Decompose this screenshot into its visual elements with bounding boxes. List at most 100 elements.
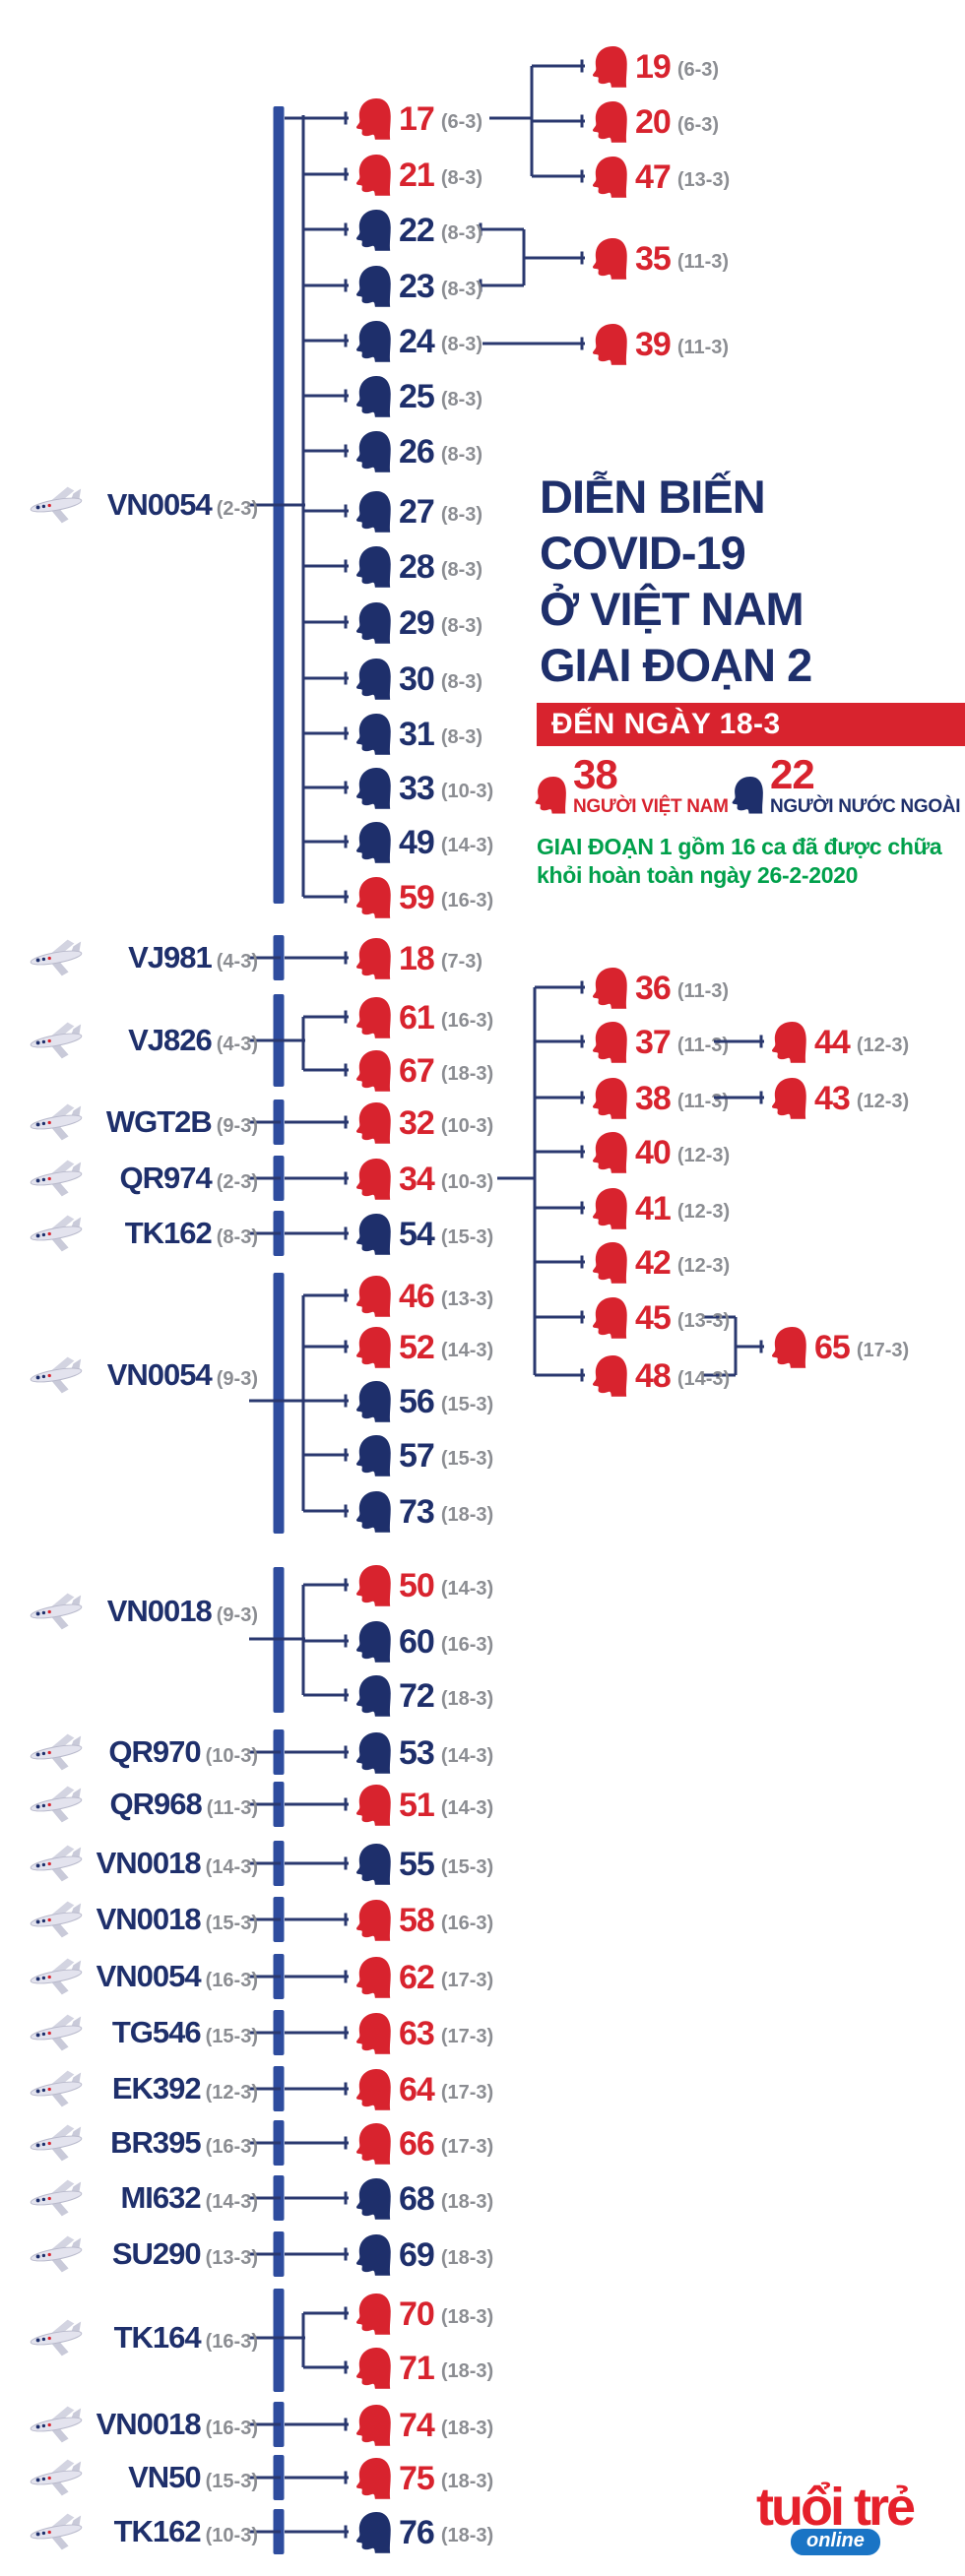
case-node-18: 18 (7-3): [353, 936, 482, 979]
flight-feed-line: [249, 2336, 305, 2340]
case-stub-line: [285, 116, 349, 120]
case-node-43: 43 (12-3): [768, 1076, 909, 1119]
case-date: (15-3): [440, 1447, 494, 1470]
person-icon: [353, 1898, 392, 1941]
connector-tick: [580, 1310, 584, 1324]
case-date: (6-3): [440, 110, 483, 133]
case-date: (15-3): [440, 1393, 494, 1415]
case-date: (13-3): [440, 1288, 494, 1310]
bracket-line: [480, 227, 524, 231]
flight-row-VN0054: VN0054 (2-3): [26, 483, 258, 527]
person-icon: [353, 766, 392, 809]
connector-tick: [344, 1504, 348, 1518]
case-date: (17-3): [440, 2135, 494, 2158]
case-number: 22: [399, 212, 435, 249]
flight-row-TG546: TG546 (15-3): [26, 2011, 258, 2054]
case-number: 62: [399, 1959, 435, 1996]
flight-branch-line: [301, 1295, 305, 1511]
case-date: (15-3): [440, 1225, 494, 1248]
case-date: (18-3): [440, 2246, 494, 2269]
person-icon: [353, 489, 392, 533]
case-stub-line: [303, 1639, 349, 1643]
flight-code: TK164: [113, 2320, 202, 2355]
case-node-57: 57 (15-3): [353, 1433, 493, 1476]
case-number: 30: [399, 660, 435, 698]
case-number: 52: [399, 1329, 435, 1366]
case-date: (16-3): [440, 1633, 494, 1656]
case-date: (8-3): [440, 614, 483, 637]
case-stub-line: [285, 1231, 349, 1235]
flight-label: TK162 (10-3): [114, 2514, 258, 2549]
connector-tick: [344, 615, 348, 629]
flight-code: VN0054: [106, 1357, 213, 1392]
plane-icon: [26, 2403, 87, 2446]
case-number: 21: [399, 157, 435, 194]
case-date: (12-3): [676, 1254, 731, 1277]
case-date: (6-3): [676, 113, 720, 136]
phase1-note: GIAI ĐOẠN 1 gồm 16 ca đã được chữa khỏi …: [537, 833, 965, 890]
case-stub-line: [285, 2087, 349, 2091]
title-block: DIỄN BIẾN COVID-19 Ở VIỆT NAM GIAI ĐOẠN …: [540, 469, 812, 693]
connector-tick: [344, 1913, 348, 1926]
case-node-30: 30 (8-3): [353, 657, 482, 700]
connector-tick: [580, 114, 584, 128]
flight-label: VN50 (15-3): [128, 2460, 258, 2495]
case-node-62: 62 (17-3): [353, 1955, 493, 1998]
flight-feed-line: [249, 1975, 281, 1979]
case-number: 55: [399, 1846, 435, 1883]
connector-tick: [344, 2191, 348, 2205]
bracket-line: [497, 1176, 535, 1180]
case-node-17: 17 (6-3): [353, 96, 482, 140]
connector-tick: [344, 1171, 348, 1185]
flight-bar: [273, 1273, 285, 1534]
flight-branch-line: [301, 2313, 305, 2367]
flight-code: VN0018: [96, 1846, 202, 1880]
page-title-line-2: COVID-19: [540, 527, 746, 579]
flight-label: TK164 (16-3): [114, 2320, 258, 2356]
flight-code: TG546: [111, 2015, 202, 2049]
flight-date: (9-3): [216, 1604, 258, 1626]
case-date: (8-3): [440, 388, 483, 410]
person-icon: [589, 966, 628, 1009]
case-date: (18-3): [440, 2470, 494, 2492]
person-icon: [353, 1325, 392, 1368]
case-number: 59: [399, 879, 435, 916]
case-number: 66: [399, 2125, 435, 2163]
flight-code: QR974: [119, 1161, 213, 1195]
flight-date: (14-3): [205, 1856, 258, 1878]
case-node-27: 27 (8-3): [353, 489, 482, 533]
case-number: 63: [399, 2015, 435, 2052]
flight-date: (16-3): [205, 2418, 258, 2439]
person-icon: [589, 322, 628, 365]
flight-row-QR974: QR974 (2-3): [26, 1157, 258, 1200]
tuoitre-logo: tuổi trẻ online: [756, 2481, 963, 2569]
case-number: 67: [399, 1052, 435, 1090]
case-stub-line: [303, 1399, 349, 1403]
case-node-61: 61 (16-3): [353, 995, 493, 1038]
case-date: (8-3): [440, 278, 483, 300]
case-number: 49: [399, 824, 435, 861]
connector-tick: [580, 980, 584, 994]
case-number: 47: [635, 158, 672, 196]
person-icon: [353, 1274, 392, 1317]
case-stub-line: [535, 1150, 585, 1154]
plane-icon: [26, 1100, 87, 1144]
flight-date: (2-3): [216, 498, 258, 520]
case-node-40: 40 (12-3): [589, 1130, 730, 1173]
case-date: (14-3): [440, 834, 494, 856]
person-icon: [353, 1619, 392, 1663]
case-date: (16-3): [440, 1009, 494, 1032]
flight-label: SU290 (13-3): [112, 2236, 258, 2272]
flight-label: VN0018 (9-3): [107, 1594, 258, 1629]
flight-row-TK162: TK162 (10-3): [26, 2510, 258, 2553]
flight-date: (11-3): [206, 1797, 258, 1819]
case-stub-line: [532, 119, 585, 123]
plane-icon: [26, 1955, 87, 1998]
case-date: (14-3): [676, 1367, 731, 1390]
flight-code: VN50: [128, 2460, 202, 2494]
case-stub-line: [285, 2031, 349, 2035]
case-node-71: 71 (18-3): [353, 2346, 493, 2389]
plane-icon: [26, 483, 87, 527]
plane-icon: [26, 1212, 87, 1255]
case-stub-line: [285, 2530, 349, 2534]
